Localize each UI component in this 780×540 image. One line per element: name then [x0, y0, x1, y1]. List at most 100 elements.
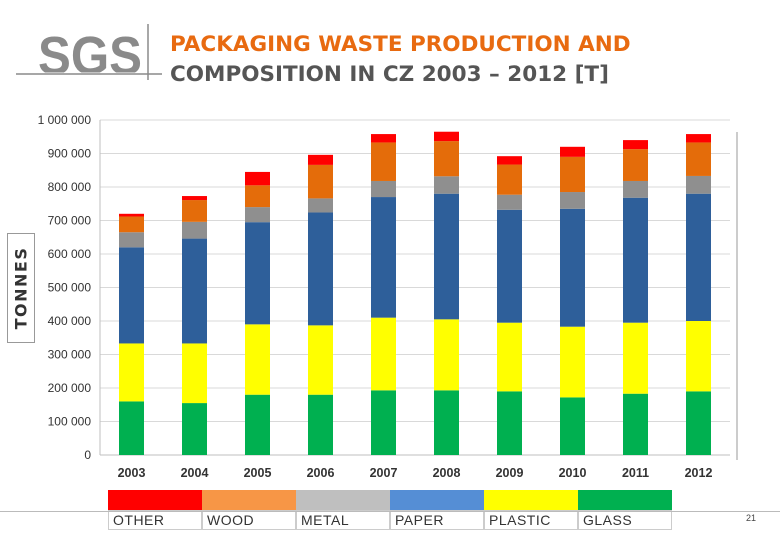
bar-segment-wood	[686, 142, 711, 176]
bar-segment-plastic	[434, 319, 459, 391]
x-tick-label: 2003	[118, 466, 146, 480]
footer-divider	[0, 511, 780, 512]
legend-label: PLASTIC	[484, 510, 578, 530]
y-tick-label: 0	[84, 448, 91, 462]
bar-segment-paper	[119, 247, 144, 344]
bar-segment-paper	[182, 238, 207, 344]
bar-segment-paper	[434, 193, 459, 320]
x-tick-label: 2006	[307, 466, 335, 480]
bar-segment-other	[119, 213, 144, 217]
x-tick-label: 2005	[244, 466, 272, 480]
x-tick-label: 2012	[685, 466, 713, 480]
bar-segment-wood	[119, 216, 144, 233]
y-tick-label: 700 000	[48, 214, 92, 228]
legend-item-glass: GLASS	[578, 490, 672, 530]
legend-swatch	[202, 490, 296, 510]
legend-label: WOOD	[202, 510, 296, 530]
bar-segment-wood	[182, 200, 207, 222]
bar-segment-other	[182, 196, 207, 201]
legend-label: GLASS	[578, 510, 672, 530]
bar-segment-wood	[497, 164, 522, 195]
bar-segment-metal	[182, 221, 207, 239]
bar-segment-glass	[434, 390, 459, 455]
legend-swatch	[390, 490, 484, 510]
bar-segment-paper	[308, 212, 333, 326]
bar-segment-glass	[308, 394, 333, 455]
bar-segment-wood	[434, 141, 459, 177]
y-tick-label: 600 000	[48, 247, 92, 261]
bar-segment-metal	[434, 176, 459, 194]
page-number: 21	[745, 513, 756, 523]
legend-item-other: OTHER	[108, 490, 202, 530]
y-tick-label: 900 000	[48, 147, 92, 161]
bar-segment-plastic	[497, 322, 522, 392]
y-tick-label: 400 000	[48, 314, 92, 328]
y-tick-label: 800 000	[48, 180, 92, 194]
x-tick-label: 2004	[181, 466, 209, 480]
legend-label: OTHER	[108, 510, 202, 530]
bar-segment-plastic	[560, 326, 585, 398]
bar-segment-wood	[623, 149, 648, 181]
y-axis-label: TONNES	[11, 246, 31, 330]
bar-segment-wood	[371, 142, 396, 181]
bar-segment-paper	[560, 208, 585, 327]
title-line-2: COMPOSITION IN CZ 2003 – 2012 [T]	[170, 62, 609, 87]
x-tick-label: 2009	[496, 466, 524, 480]
bar-segment-plastic	[119, 343, 144, 402]
legend-label: PAPER	[390, 510, 484, 530]
bar-segment-plastic	[182, 343, 207, 404]
bar-segment-other	[623, 140, 648, 150]
bar-segment-metal	[686, 175, 711, 194]
y-tick-label: 1 000 000	[38, 113, 92, 127]
bar-segment-other	[371, 134, 396, 143]
bar-segment-plastic	[686, 321, 711, 392]
legend-label: METAL	[296, 510, 390, 530]
bar-segment-wood	[245, 185, 270, 208]
bar-segment-glass	[245, 394, 270, 455]
bar-segment-metal	[623, 180, 648, 198]
x-tick-label: 2011	[622, 466, 649, 480]
bar-segment-paper	[623, 197, 648, 323]
legend-swatch	[578, 490, 672, 510]
bar-segment-paper	[686, 193, 711, 321]
bar-segment-metal	[497, 194, 522, 210]
y-tick-label: 300 000	[48, 348, 92, 362]
bar-segment-other	[497, 156, 522, 165]
x-tick-label: 2010	[559, 466, 587, 480]
bar-segment-glass	[560, 397, 585, 455]
legend-swatch	[296, 490, 390, 510]
bar-segment-other	[308, 154, 333, 165]
bar-segment-paper	[497, 209, 522, 323]
y-axis-label-box: TONNES	[7, 233, 35, 343]
x-tick-label: 2008	[433, 466, 461, 480]
bar-segment-glass	[182, 403, 207, 455]
bar-segment-plastic	[623, 322, 648, 394]
bar-segment-glass	[686, 391, 711, 455]
legend-item-metal: METAL	[296, 490, 390, 530]
y-tick-label: 200 000	[48, 381, 92, 395]
legend-item-paper: PAPER	[390, 490, 484, 530]
sgs-logo: SGS	[16, 22, 162, 86]
y-tick-label: 100 000	[48, 415, 92, 429]
legend-swatch	[108, 490, 202, 510]
bar-segment-metal	[119, 232, 144, 248]
slide-title: PACKAGING WASTE PRODUCTION AND COMPOSITI…	[170, 30, 631, 90]
bar-segment-wood	[308, 164, 333, 199]
x-tick-label: 2007	[370, 466, 398, 480]
bar-segment-metal	[245, 207, 270, 223]
bar-segment-wood	[560, 156, 585, 193]
legend-item-wood: WOOD	[202, 490, 296, 530]
bar-segment-metal	[560, 192, 585, 209]
bar-segment-glass	[119, 401, 144, 455]
bar-segment-metal	[308, 198, 333, 213]
logo-text: SGS	[38, 26, 142, 82]
bar-segment-plastic	[371, 317, 396, 391]
bar-segment-glass	[623, 393, 648, 455]
bar-segment-metal	[371, 180, 396, 198]
y-tick-label: 500 000	[48, 281, 92, 295]
bar-segment-plastic	[245, 324, 270, 395]
bar-segment-other	[434, 131, 459, 142]
bar-segment-glass	[497, 391, 522, 455]
bar-segment-plastic	[308, 325, 333, 395]
bar-segment-other	[686, 134, 711, 143]
